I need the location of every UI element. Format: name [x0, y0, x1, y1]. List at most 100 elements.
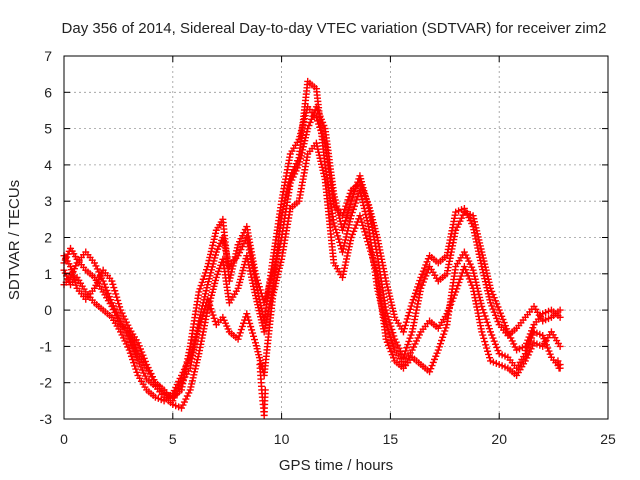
data-point — [358, 218, 366, 226]
data-point — [342, 202, 350, 210]
data-point — [344, 207, 352, 215]
data-point — [103, 286, 111, 294]
data-point — [484, 347, 492, 355]
data-point — [112, 290, 120, 298]
data-point — [488, 302, 496, 310]
data-point — [478, 328, 486, 336]
data-point — [238, 322, 246, 330]
data-point — [224, 256, 232, 264]
data-point — [133, 368, 141, 376]
data-point — [109, 280, 117, 288]
data-point — [195, 288, 203, 296]
data-point — [343, 210, 351, 218]
data-point — [493, 300, 501, 308]
data-point — [99, 277, 107, 285]
data-point — [415, 280, 423, 288]
data-point — [556, 361, 564, 369]
data-point — [318, 130, 326, 138]
data-point — [456, 275, 464, 283]
data-point — [361, 191, 369, 199]
data-point — [360, 225, 368, 233]
data-point — [500, 319, 508, 327]
data-point — [479, 331, 487, 339]
data-point — [387, 322, 395, 330]
data-point — [413, 286, 421, 294]
data-point — [426, 368, 434, 376]
data-point — [410, 292, 418, 300]
y-tick-label: 5 — [44, 121, 52, 137]
data-point — [340, 209, 348, 217]
data-point — [433, 349, 441, 357]
data-point — [208, 308, 216, 316]
data-point — [365, 241, 373, 249]
data-point — [349, 205, 357, 213]
data-point — [491, 311, 499, 319]
axis-ticks — [63, 55, 609, 420]
y-tick-label: -1 — [40, 338, 53, 354]
data-point — [407, 331, 415, 339]
data-point — [421, 275, 429, 283]
x-axis-title: GPS time / hours — [279, 457, 393, 474]
data-point — [360, 188, 368, 196]
data-point — [221, 243, 229, 251]
data-point — [127, 352, 135, 360]
data-point — [339, 212, 347, 220]
data-point — [389, 329, 397, 337]
data-point — [248, 326, 256, 334]
data-point — [388, 351, 396, 359]
data-point — [483, 318, 491, 326]
data-point — [491, 340, 499, 348]
data-point — [220, 237, 228, 245]
y-tick-label: -3 — [40, 411, 53, 427]
data-point — [243, 310, 251, 318]
x-tick-label: 15 — [383, 431, 399, 447]
data-point — [406, 334, 414, 342]
data-point — [480, 334, 488, 342]
data-point — [525, 340, 533, 348]
data-point — [361, 228, 369, 236]
data-point — [481, 312, 489, 320]
data-point — [344, 196, 352, 204]
data-point — [385, 341, 393, 349]
data-point — [495, 306, 503, 314]
data-point — [345, 193, 353, 201]
data-point — [347, 197, 355, 205]
data-point — [482, 315, 490, 323]
data-point — [330, 219, 338, 227]
data-point — [352, 221, 360, 229]
data-point — [133, 347, 141, 355]
data-point — [306, 118, 314, 126]
data-point — [320, 136, 328, 144]
data-point — [418, 281, 426, 289]
data-point — [405, 337, 413, 345]
data-point — [126, 349, 134, 357]
x-tick-label: 5 — [169, 431, 177, 447]
data-point — [341, 217, 349, 225]
data-point — [110, 284, 118, 292]
data-point — [363, 198, 371, 206]
data-point — [481, 338, 489, 346]
data-point — [358, 185, 366, 193]
data-point — [408, 299, 416, 307]
data-point — [494, 303, 502, 311]
data-point — [348, 230, 356, 238]
data-point — [390, 343, 398, 351]
data-point — [234, 335, 242, 343]
data-point — [540, 335, 548, 343]
data-point — [499, 315, 507, 323]
data-point — [399, 353, 407, 361]
data-point — [541, 338, 549, 346]
data-point — [401, 321, 409, 329]
data-point — [342, 213, 350, 221]
data-point — [206, 302, 214, 310]
data-point — [404, 312, 412, 320]
y-tick-label: 7 — [44, 48, 52, 64]
data-point — [479, 306, 487, 314]
data-point — [417, 284, 425, 292]
data-point — [372, 267, 380, 275]
data-point — [486, 354, 494, 362]
y-tick-label: 3 — [44, 193, 52, 209]
data-point — [247, 323, 255, 331]
data-point — [462, 266, 470, 274]
